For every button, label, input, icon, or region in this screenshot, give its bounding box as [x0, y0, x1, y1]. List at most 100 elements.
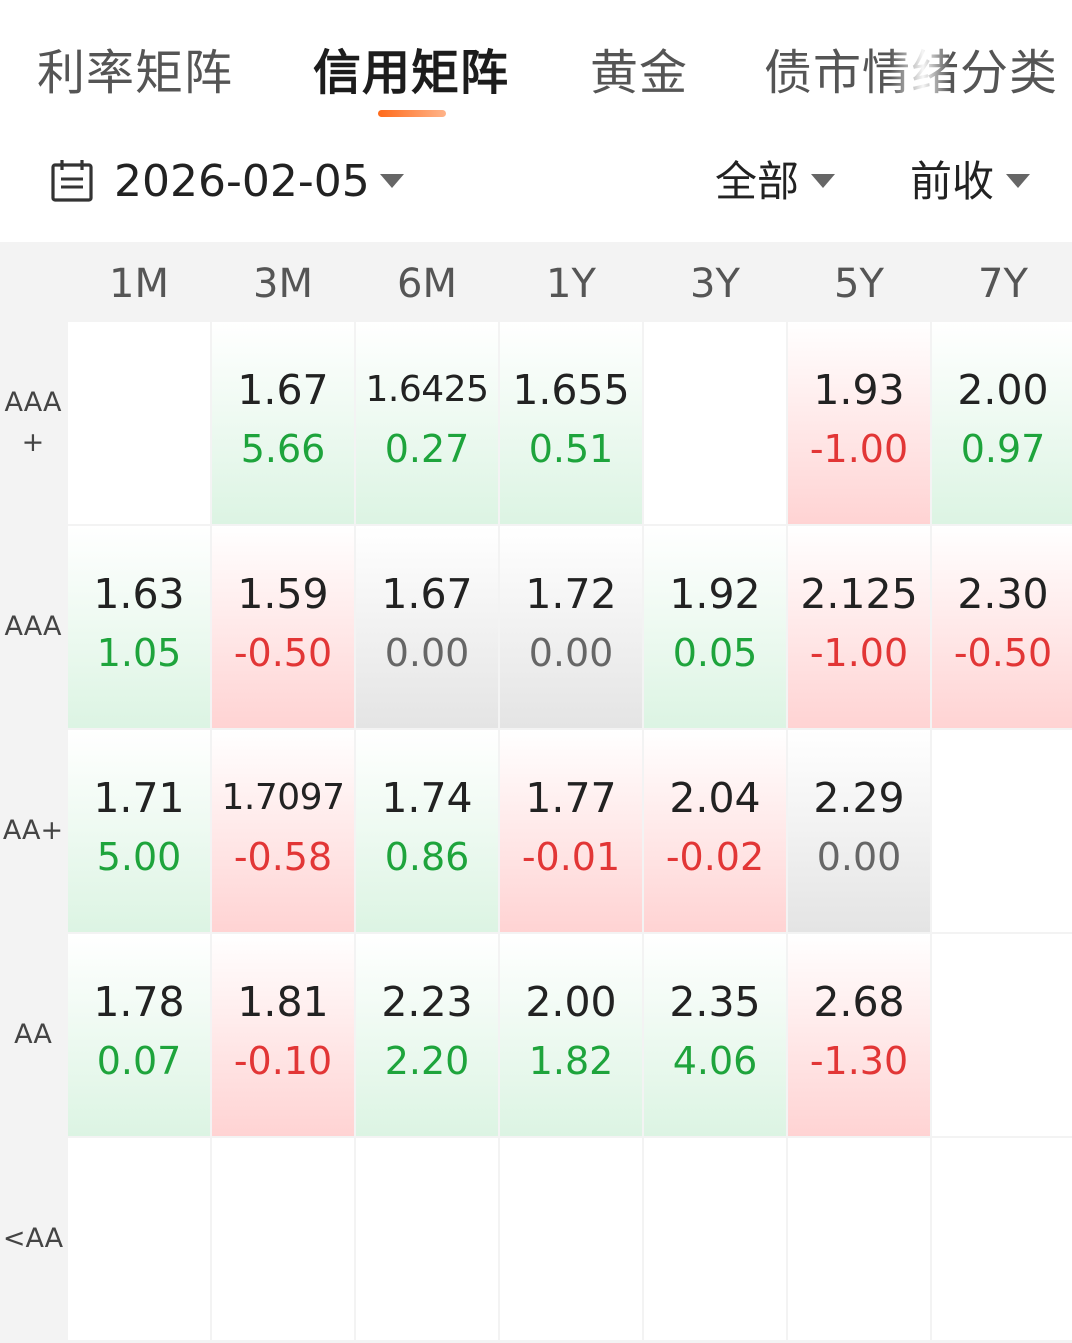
matrix-cell[interactable]: 2.23 2.20 — [356, 934, 498, 1136]
tab-bond-sentiment[interactable]: 债市情绪分类 — [764, 45, 1059, 101]
cell-yield: 1.92 — [669, 570, 761, 618]
matrix-cell[interactable]: 2.29 0.00 — [788, 730, 930, 932]
cell-yield: 1.93 — [813, 366, 905, 414]
matrix-cell-empty — [788, 1138, 930, 1340]
matrix-cell[interactable]: 1.74 0.86 — [356, 730, 498, 932]
matrix-cell[interactable]: 2.00 1.82 — [500, 934, 642, 1136]
matrix-cell[interactable]: 1.67 5.66 — [212, 322, 354, 524]
cell-change: 5.66 — [240, 427, 326, 471]
cell-yield: 1.81 — [237, 978, 329, 1026]
matrix-cell[interactable]: 1.7097 -0.58 — [212, 730, 354, 932]
row-label: AA+ — [0, 730, 66, 932]
column-header-1m: 1M — [68, 242, 210, 322]
cell-yield: 1.655 — [512, 366, 630, 414]
cell-change: 0.00 — [528, 631, 614, 675]
cell-change: 2.20 — [384, 1039, 470, 1083]
matrix-cell[interactable]: 1.78 0.07 — [68, 934, 210, 1136]
matrix-cell[interactable]: 1.93 -1.00 — [788, 322, 930, 524]
cell-yield: 1.77 — [525, 774, 617, 822]
matrix-cell[interactable]: 1.77 -0.01 — [500, 730, 642, 932]
cell-yield: 1.71 — [93, 774, 185, 822]
matrix-cell[interactable]: 1.81 -0.10 — [212, 934, 354, 1136]
matrix-cell-empty — [644, 1138, 786, 1340]
matrix-cell[interactable]: 2.35 4.06 — [644, 934, 786, 1136]
matrix-cell[interactable]: 2.68 -1.30 — [788, 934, 930, 1136]
cell-yield: 2.30 — [957, 570, 1049, 618]
cell-change: -0.10 — [233, 1039, 333, 1083]
cell-yield: 2.68 — [813, 978, 905, 1026]
tab-gold[interactable]: 黄金 — [590, 45, 689, 101]
matrix-cell-empty — [644, 322, 786, 524]
column-header-1y: 1Y — [500, 242, 642, 322]
matrix-cell[interactable]: 1.655 0.51 — [500, 322, 642, 524]
matrix-cell-empty — [932, 934, 1072, 1136]
matrix-cell[interactable]: 1.59 -0.50 — [212, 526, 354, 728]
cell-yield: 2.04 — [669, 774, 761, 822]
column-header-6m: 6M — [356, 242, 498, 322]
cell-yield: 1.7097 — [221, 777, 345, 818]
matrix-cell-empty — [500, 1138, 642, 1340]
cell-yield: 1.63 — [93, 570, 185, 618]
cell-change: -0.50 — [953, 631, 1053, 675]
cell-yield: 2.00 — [957, 366, 1049, 414]
price-basis-caret-down-icon — [1006, 174, 1030, 188]
matrix-cell[interactable]: 1.6425 0.27 — [356, 322, 498, 524]
date-value: 2026-02-05 — [114, 156, 370, 207]
matrix-cell[interactable]: 1.72 0.00 — [500, 526, 642, 728]
cell-yield: 1.67 — [237, 366, 329, 414]
active-tab-indicator — [378, 110, 446, 117]
cell-change: 0.86 — [384, 835, 470, 879]
tab-credit-matrix[interactable]: 信用矩阵 — [313, 45, 510, 101]
tab-rate-matrix[interactable]: 利率矩阵 — [37, 45, 234, 101]
cell-yield: 1.74 — [381, 774, 473, 822]
matrix-cell-empty — [68, 322, 210, 524]
cell-yield: 1.59 — [237, 570, 329, 618]
cell-change: -0.02 — [665, 835, 765, 879]
matrix-cell-empty — [932, 730, 1072, 932]
cell-change: 4.06 — [672, 1039, 758, 1083]
tab-bar: 利率矩阵 信用矩阵 黄金 债市情绪分类 — [0, 0, 1072, 130]
price-basis-value: 前收 — [910, 157, 995, 206]
column-header-3m: 3M — [212, 242, 354, 322]
cell-change: 1.05 — [96, 631, 182, 675]
scope-value: 全部 — [715, 157, 800, 206]
cell-change: 0.51 — [528, 427, 614, 471]
cell-change: 1.82 — [528, 1039, 614, 1083]
cell-change: -1.00 — [809, 427, 909, 471]
matrix-cell-empty — [356, 1138, 498, 1340]
row-label: AAA + — [0, 322, 66, 524]
cell-yield: 2.29 — [813, 774, 905, 822]
matrix-cell[interactable]: 1.63 1.05 — [68, 526, 210, 728]
credit-matrix-grid: 1M 3M 6M 1Y 3Y 5Y 7Y AAA + 1.67 5.66 1.6425 0.27 1.65… — [0, 242, 1072, 1343]
row-label: <AA — [0, 1138, 66, 1340]
matrix-cell[interactable]: 1.92 0.05 — [644, 526, 786, 728]
cell-change: 0.97 — [960, 427, 1046, 471]
matrix-cell[interactable]: 2.125 -1.00 — [788, 526, 930, 728]
cell-change: 0.07 — [96, 1039, 182, 1083]
column-header-5y: 5Y — [788, 242, 930, 322]
row-label: AAA — [0, 526, 66, 728]
cell-change: -0.01 — [521, 835, 621, 879]
cell-yield: 1.6425 — [365, 369, 489, 410]
matrix-cell-empty — [932, 1138, 1072, 1340]
filter-bar: 2026-02-05 全部 前收 — [0, 130, 1072, 242]
matrix-cell[interactable]: 1.67 0.00 — [356, 526, 498, 728]
cell-change: -1.00 — [809, 631, 909, 675]
cell-yield: 1.67 — [381, 570, 473, 618]
cell-yield: 1.78 — [93, 978, 185, 1026]
cell-change: -0.58 — [233, 835, 333, 879]
cell-change: -0.50 — [233, 631, 333, 675]
matrix-cell[interactable]: 2.04 -0.02 — [644, 730, 786, 932]
cell-yield: 2.23 — [381, 978, 473, 1026]
date-caret-down-icon — [380, 174, 404, 188]
cell-change: 0.00 — [816, 835, 902, 879]
cell-change: 0.27 — [384, 427, 470, 471]
matrix-cell[interactable]: 2.30 -0.50 — [932, 526, 1072, 728]
row-label: AA — [0, 934, 66, 1136]
matrix-cell[interactable]: 2.00 0.97 — [932, 322, 1072, 524]
matrix-cell[interactable]: 1.71 5.00 — [68, 730, 210, 932]
cell-change: 5.00 — [96, 835, 182, 879]
cell-yield: 2.125 — [800, 570, 918, 618]
cell-change: 0.00 — [384, 631, 470, 675]
